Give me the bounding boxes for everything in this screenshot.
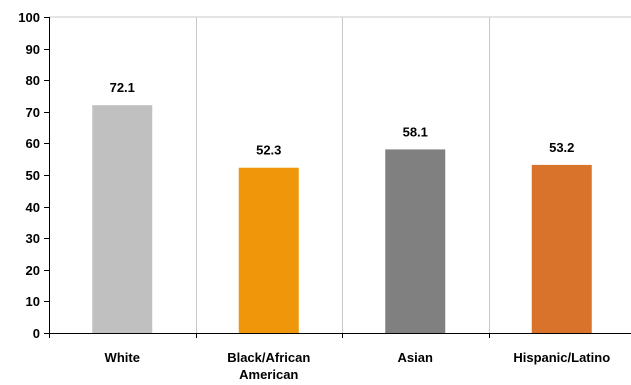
data-label: 72.1 bbox=[110, 80, 135, 95]
bar bbox=[92, 105, 153, 333]
y-tick-label: 80 bbox=[26, 73, 40, 88]
x-category-label-line: American bbox=[239, 367, 298, 382]
x-category-label-line: White bbox=[105, 350, 140, 365]
axis-layer bbox=[44, 17, 631, 338]
data-label: 53.2 bbox=[549, 140, 574, 155]
labels-layer: 72.1 52.3 58.1 53.2 0 10 20 30 40 50 60 70 80 90 100 Wh… bbox=[18, 10, 610, 382]
y-tick-label: 60 bbox=[26, 136, 40, 151]
y-tick-label: 0 bbox=[33, 326, 40, 341]
y-tick-label: 10 bbox=[26, 294, 40, 309]
x-category-label: Black/African American bbox=[227, 350, 310, 382]
bars-layer bbox=[92, 105, 592, 333]
y-tick-label: 30 bbox=[26, 231, 40, 246]
data-label: 58.1 bbox=[403, 124, 428, 139]
x-category-label: Asian bbox=[398, 350, 433, 365]
y-tick-label: 70 bbox=[26, 105, 40, 120]
y-tick-label: 20 bbox=[26, 263, 40, 278]
y-tick-label: 50 bbox=[26, 168, 40, 183]
x-category-label: Hispanic/Latino bbox=[513, 350, 610, 365]
grid-layer bbox=[49, 16, 631, 333]
x-category-label-line: Hispanic/Latino bbox=[513, 350, 610, 365]
data-label: 52.3 bbox=[256, 143, 281, 158]
bar bbox=[531, 164, 592, 333]
x-category-label-line: Asian bbox=[398, 350, 433, 365]
y-tick-label: 100 bbox=[18, 10, 40, 25]
y-tick-label: 90 bbox=[26, 42, 40, 57]
x-category-label: White bbox=[105, 350, 140, 365]
bar bbox=[385, 149, 446, 333]
bar bbox=[238, 167, 299, 333]
x-category-label-line: Black/African bbox=[227, 350, 310, 365]
y-tick-label: 40 bbox=[26, 200, 40, 215]
